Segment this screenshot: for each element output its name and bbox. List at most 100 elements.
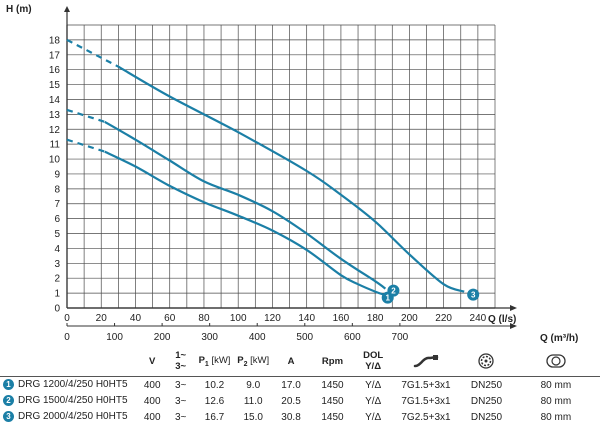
passage-header bbox=[512, 346, 600, 377]
model-cell: 3 DRG 2000/4/250 H0HT5 bbox=[0, 409, 138, 425]
cable-cell: 7G2.5+3x1 bbox=[401, 411, 451, 423]
p1-cell: 10.2 bbox=[195, 376, 234, 393]
outlet-header bbox=[461, 346, 512, 377]
y-tick-label: 4 bbox=[54, 244, 60, 255]
p2-header: P2 [kW] bbox=[237, 354, 270, 368]
dol-cell: Y/Δ bbox=[365, 395, 382, 407]
y-tick-label: 1 bbox=[54, 289, 60, 300]
x-axis-arrow bbox=[510, 305, 517, 311]
y-tick-label: 18 bbox=[49, 35, 61, 46]
spec-table-body: 1 DRG 1200/4/250 H0HT5 400 3~ 10.2 9.0 17… bbox=[0, 376, 600, 426]
p1-cell: 16.7 bbox=[204, 411, 225, 423]
outlet-cell: DN250 bbox=[461, 376, 512, 393]
x2-tick-label: 500 bbox=[296, 332, 313, 343]
model-cell: 1 DRG 1200/4/250 H0HT5 bbox=[0, 376, 139, 393]
curve-2-marker-label: 2 bbox=[391, 287, 396, 296]
x-tick-label: 140 bbox=[298, 313, 315, 324]
impeller-icon bbox=[478, 353, 495, 369]
outlet-cell: DN250 bbox=[470, 395, 503, 407]
y-tick-label: 13 bbox=[49, 110, 61, 121]
solid-passage-icon bbox=[546, 354, 566, 368]
x2-tick-label: 600 bbox=[344, 332, 361, 343]
y-tick-label: 8 bbox=[54, 184, 60, 195]
x-tick-label: 180 bbox=[367, 313, 384, 324]
y-axis-arrow bbox=[64, 6, 70, 12]
voltage-header: V bbox=[149, 355, 156, 367]
p2-cell: 15.0 bbox=[243, 411, 263, 423]
y-tick-label: 0 bbox=[54, 304, 60, 315]
x2-axis-arrow bbox=[510, 323, 517, 329]
curve-3-marker bbox=[467, 288, 480, 301]
p2-cell: 9.0 bbox=[233, 376, 273, 393]
spec-table: V 1~ 3~ P1 [kW] P2 [kW] A Rpm DOL Y/Δ bbox=[0, 346, 600, 425]
phase-cell: 3~ bbox=[174, 411, 187, 423]
curve-1-dashed-segment bbox=[66, 138, 106, 153]
y-tick-label: 7 bbox=[54, 199, 60, 210]
y-tick-label: 5 bbox=[54, 229, 60, 240]
rpm-cell: 1450 bbox=[321, 395, 344, 407]
y-tick-label: 6 bbox=[54, 214, 60, 225]
rpm-cell: 1450 bbox=[321, 411, 344, 423]
x-tick-label: 0 bbox=[64, 313, 70, 324]
x-tick-label: 20 bbox=[96, 313, 108, 324]
y-tick-label: 3 bbox=[54, 259, 60, 270]
cable-cell: 7G1.5+3x1 bbox=[390, 376, 462, 393]
x-tick-label: 220 bbox=[435, 313, 452, 324]
phase-cell: 3~ bbox=[166, 376, 196, 393]
amps-cell: 30.8 bbox=[281, 411, 301, 423]
model-header bbox=[0, 346, 138, 377]
x2-tick-label: 0 bbox=[64, 332, 70, 343]
x-tick-label: 120 bbox=[264, 313, 281, 324]
passage-cell: 80 mm bbox=[540, 411, 572, 423]
curve-3 bbox=[117, 65, 465, 293]
curve-1 bbox=[104, 150, 385, 296]
y-tick-label: 14 bbox=[49, 95, 61, 106]
passage-cell: 80 mm bbox=[540, 395, 572, 407]
outlet-cell: DN250 bbox=[470, 411, 503, 423]
rpm-header: Rpm bbox=[321, 355, 344, 367]
curve-marker-badge: 2 bbox=[3, 395, 14, 407]
x-tick-label: 80 bbox=[198, 313, 210, 324]
chart-grid bbox=[66, 24, 496, 309]
curve-2 bbox=[104, 120, 387, 290]
curve-3-marker-label: 3 bbox=[471, 291, 476, 300]
table-row: 1 DRG 1200/4/250 H0HT5 400 3~ 10.2 9.0 17… bbox=[0, 376, 600, 393]
x-tick-label: 60 bbox=[164, 313, 176, 324]
y-tick-label: 15 bbox=[49, 80, 61, 91]
curve-2-marker bbox=[387, 284, 400, 297]
curve-3-dashed-segment bbox=[66, 38, 119, 68]
x2-axis-title: Q (m³/h) bbox=[540, 333, 578, 344]
dol-cell: Y/Δ bbox=[355, 376, 391, 393]
y-tick-label: 16 bbox=[49, 65, 61, 76]
table-header-row: V 1~ 3~ P1 [kW] P2 [kW] A Rpm DOL Y/Δ bbox=[0, 346, 600, 377]
y-tick-label: 17 bbox=[49, 50, 61, 61]
x-tick-label: 40 bbox=[130, 313, 142, 324]
phase-header: 1~ 3~ bbox=[175, 350, 187, 372]
x-tick-label: 100 bbox=[230, 313, 247, 324]
amps-cell: 17.0 bbox=[272, 376, 310, 393]
amps-header: A bbox=[287, 355, 295, 367]
table-row: 2 DRG 1500/4/250 H0HT5 400 3~ 12.6 11.0 2… bbox=[0, 393, 600, 409]
curve-marker-badge: 1 bbox=[3, 379, 14, 391]
x2-tick-label: 400 bbox=[249, 332, 266, 343]
p1-header: P1 [kW] bbox=[198, 354, 231, 368]
dol-header: DOL Y/Δ bbox=[363, 350, 384, 372]
y-axis-title: H (m) bbox=[6, 4, 32, 15]
curve-2-dashed-segment bbox=[66, 108, 106, 123]
amps-cell: 20.5 bbox=[281, 395, 301, 407]
y-tick-label: 10 bbox=[49, 155, 61, 166]
table-row: 3 DRG 2000/4/250 H0HT5 400 3~ 16.7 15.0 3… bbox=[0, 409, 600, 425]
y-tick-label: 9 bbox=[54, 169, 60, 180]
chart-curves bbox=[66, 38, 465, 296]
cable-header bbox=[391, 346, 461, 377]
y-tick-label: 12 bbox=[49, 125, 61, 136]
dol-cell: Y/Δ bbox=[365, 411, 382, 423]
passage-cell: 80 mm bbox=[511, 376, 600, 393]
chart-markers: 12 3 bbox=[381, 284, 480, 304]
x-tick-label: 200 bbox=[401, 313, 418, 324]
x2-tick-label: 700 bbox=[392, 332, 409, 343]
voltage-cell: 400 bbox=[138, 376, 167, 393]
model-cell: 2 DRG 1500/4/250 H0HT5 bbox=[0, 393, 138, 409]
x-tick-label: 160 bbox=[333, 313, 350, 324]
